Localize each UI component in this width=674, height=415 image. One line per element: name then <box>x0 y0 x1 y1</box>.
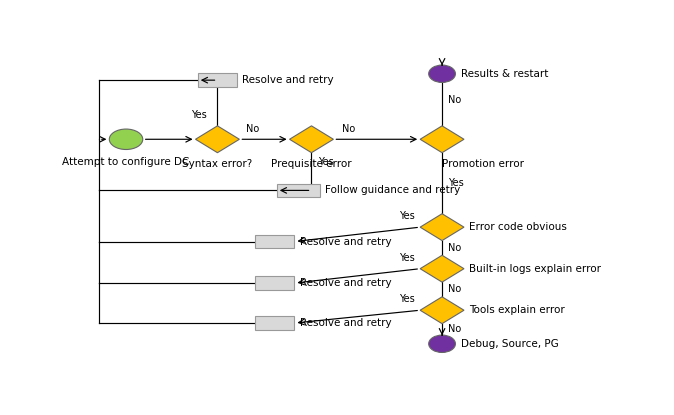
Text: Promotion error: Promotion error <box>442 159 524 169</box>
Text: Built-in logs explain error: Built-in logs explain error <box>469 264 601 273</box>
FancyBboxPatch shape <box>277 184 320 197</box>
Text: Resolve and retry: Resolve and retry <box>300 237 392 247</box>
Text: Attempt to configure DC: Attempt to configure DC <box>63 157 189 168</box>
FancyBboxPatch shape <box>198 73 237 87</box>
Text: Resolve and retry: Resolve and retry <box>242 75 334 85</box>
Polygon shape <box>195 126 239 153</box>
Text: No: No <box>448 95 462 105</box>
Text: Yes: Yes <box>399 211 415 221</box>
Text: No: No <box>342 124 356 134</box>
FancyBboxPatch shape <box>255 316 295 330</box>
Text: Yes: Yes <box>448 178 464 188</box>
Polygon shape <box>420 126 464 153</box>
FancyBboxPatch shape <box>255 276 295 290</box>
Text: Yes: Yes <box>317 157 334 168</box>
Ellipse shape <box>109 129 143 149</box>
Text: Resolve and retry: Resolve and retry <box>300 278 392 288</box>
Text: Error code obvious: Error code obvious <box>469 222 567 232</box>
Text: Yes: Yes <box>399 253 415 263</box>
Text: No: No <box>246 124 259 134</box>
Polygon shape <box>290 126 334 153</box>
Polygon shape <box>420 255 464 282</box>
Text: Tools explain error: Tools explain error <box>469 305 565 315</box>
Text: No: No <box>448 284 462 295</box>
FancyBboxPatch shape <box>255 235 295 248</box>
Text: Syntax error?: Syntax error? <box>183 159 253 169</box>
Text: Prequisite error: Prequisite error <box>271 159 352 169</box>
Text: No: No <box>448 325 462 334</box>
Text: Debug, Source, PG: Debug, Source, PG <box>460 339 558 349</box>
Text: Yes: Yes <box>399 295 415 305</box>
Polygon shape <box>420 297 464 324</box>
Ellipse shape <box>429 335 456 352</box>
Text: Results & restart: Results & restart <box>460 69 548 79</box>
Text: Yes: Yes <box>191 110 207 120</box>
Text: No: No <box>448 243 462 253</box>
Text: Follow guidance and retry: Follow guidance and retry <box>325 186 460 195</box>
Polygon shape <box>420 214 464 241</box>
Ellipse shape <box>429 65 456 83</box>
Text: Resolve and retry: Resolve and retry <box>300 318 392 328</box>
